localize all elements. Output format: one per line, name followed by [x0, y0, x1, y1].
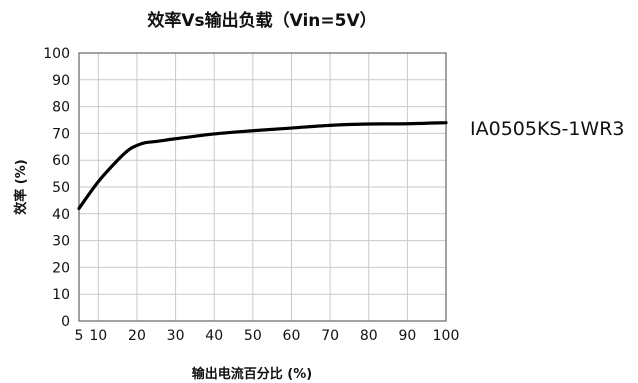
x-tick-label-5: 5	[75, 328, 84, 344]
series-layer	[77, 121, 448, 211]
x-axis-label: 输出电流百分比 (%)	[192, 366, 312, 382]
y-tick-label-10: 10	[52, 287, 70, 303]
y-tick-label-60: 60	[52, 153, 70, 169]
y-tick-label-30: 30	[52, 234, 70, 250]
x-axis-ticks: 5 10 20 30 40 50 60 70 80 90 100	[75, 328, 460, 344]
chart-title: 效率Vs输出负载（Vin=5V）	[147, 10, 376, 31]
y-tick-label-50: 50	[52, 180, 70, 196]
y-axis-ticks: 0 10 20 30 40 50 60 70 80 90 100	[43, 46, 70, 330]
y-tick-label-80: 80	[52, 100, 70, 116]
x-tick-label-70: 70	[321, 328, 339, 344]
x-tick-label-10: 10	[89, 328, 107, 344]
y-tick-label-90: 90	[52, 73, 70, 89]
x-tick-label-40: 40	[205, 328, 223, 344]
y-tick-label-70: 70	[52, 126, 70, 142]
x-tick-label-20: 20	[128, 328, 146, 344]
x-tick-label-90: 90	[398, 328, 416, 344]
plot-frame	[78, 52, 447, 322]
x-tick-label-50: 50	[244, 328, 262, 344]
series-label-ia0505ks-1wr3: IA0505KS-1WR3	[470, 118, 625, 140]
x-tick-label-80: 80	[360, 328, 378, 344]
x-tick-label-60: 60	[283, 328, 301, 344]
gridlines	[78, 52, 447, 322]
x-tick-label-30: 30	[167, 328, 185, 344]
y-axis-label: 效率 (%)	[13, 159, 29, 214]
y-tick-label-20: 20	[52, 260, 70, 276]
y-tick-label-40: 40	[52, 207, 70, 223]
x-tick-label-100: 100	[433, 328, 460, 344]
series-line-0	[77, 121, 448, 211]
y-tick-label-0: 0	[61, 314, 70, 330]
y-tick-label-100: 100	[43, 46, 70, 62]
